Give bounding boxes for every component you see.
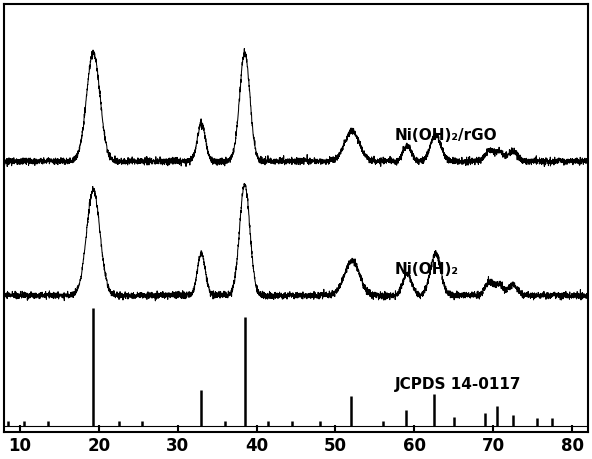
Text: Ni(OH)₂/rGO: Ni(OH)₂/rGO [395, 128, 497, 143]
Text: JCPDS 14-0117: JCPDS 14-0117 [395, 377, 521, 392]
Text: Ni(OH)₂: Ni(OH)₂ [395, 262, 459, 277]
